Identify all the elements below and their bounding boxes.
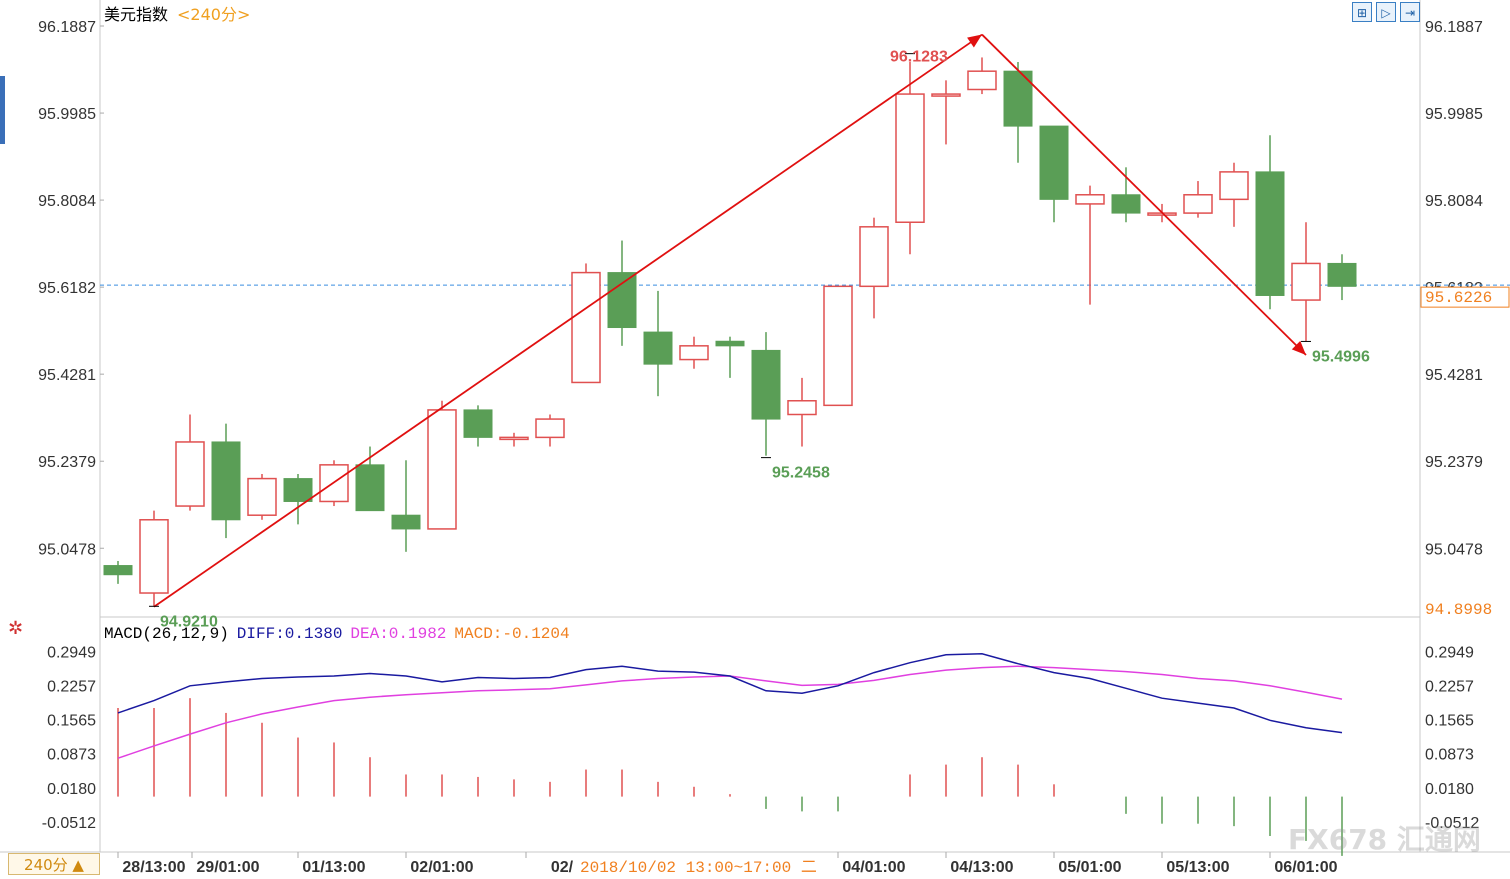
candle-body-up [787, 400, 817, 416]
macd-y-tick-left: 0.0873 [47, 747, 96, 764]
period-label[interactable]: <240分> [177, 5, 251, 24]
candle-body-up [427, 409, 457, 530]
macd-y-tick-right: 0.0873 [1425, 747, 1474, 764]
candle-body-up [1075, 194, 1105, 205]
crosshair-time-label: 2018/10/02 13:00~17:00 二 [580, 859, 817, 875]
y-tick-label-right: 95.2379 [1425, 454, 1483, 471]
candle-body-down [1039, 125, 1069, 200]
last-price-label: 95.6226 [1425, 289, 1492, 307]
x-tick-label: 29/01:00 [196, 859, 259, 875]
x-tick-label: 05/01:00 [1058, 859, 1121, 875]
settings-icon[interactable]: ✲ [8, 618, 24, 639]
extreme-label: 94.9210 [160, 613, 218, 630]
macd-y-tick-left: 0.2257 [47, 679, 96, 696]
candle-body-down [1003, 70, 1033, 127]
candle-body-up [679, 345, 709, 361]
macd-y-tick-right: 0.2257 [1425, 679, 1474, 696]
candle-body-up [967, 70, 997, 91]
candle-body-down [103, 565, 133, 576]
extreme-label: 96.1283 [890, 49, 948, 66]
dea-line [117, 665, 1343, 759]
x-tick-label: 01/13:00 [302, 859, 365, 875]
last-price-box [1420, 286, 1510, 308]
period-tab[interactable]: 240分 ▲ [8, 853, 100, 875]
candle-body-down [1111, 194, 1141, 214]
macd-y-tick-right: 0.0180 [1425, 781, 1474, 798]
y-tick-label-right: 95.0478 [1425, 541, 1483, 558]
candle-body-down [211, 441, 241, 521]
macd-y-tick-left: 0.0180 [47, 781, 96, 798]
x-tick-label: 02/01:00 [410, 859, 473, 875]
candle-body-up [1291, 262, 1321, 301]
macd-y-tick-left: 0.2949 [47, 644, 96, 661]
candle-body-down [643, 331, 673, 365]
candle-body-down [283, 478, 313, 502]
extreme-label: 95.4996 [1312, 348, 1370, 365]
diff-line [117, 653, 1343, 734]
zoom-icon[interactable]: ⊞ [1352, 2, 1372, 22]
macd-y-tick-left: 0.1565 [47, 713, 96, 730]
x-tick-label: 06/01:00 [1274, 859, 1337, 875]
trend-line [153, 33, 983, 608]
macd-y-tick-right: 0.2949 [1425, 644, 1474, 661]
candle-body-down [715, 340, 745, 347]
y-tick-label-left: 96.1887 [38, 19, 96, 36]
candle-body-up [1183, 194, 1213, 214]
x-tick-label: 28/13:00 [122, 859, 185, 875]
candle-body-down [1255, 171, 1285, 296]
watermark-logo: FX678 汇通网 [1288, 823, 1481, 856]
candle-body-up [247, 477, 277, 516]
x-tick-label: 02/ [551, 859, 574, 875]
y-tick-label-left: 95.4281 [38, 367, 96, 384]
candle-body-up [175, 441, 205, 507]
candle-body-up [1219, 171, 1249, 201]
candle-body-down [355, 464, 385, 512]
candle-body-up [499, 436, 529, 441]
y-tick-label-left: 95.9985 [38, 106, 96, 123]
trend-arrowhead [1291, 340, 1306, 355]
macd-header-label: MACD(26,12,9) [104, 625, 229, 643]
y-tick-label-right: 95.8084 [1425, 193, 1483, 210]
candle-body-up [571, 271, 601, 384]
y-tick-label-left: 95.0478 [38, 541, 96, 558]
candle-body-up [931, 93, 961, 97]
extreme-label: 95.2458 [772, 465, 830, 482]
exit-icon[interactable]: ⇥ [1400, 2, 1420, 22]
play-icon[interactable]: ▷ [1376, 2, 1396, 22]
trend-line [981, 33, 1307, 356]
macd-header-label: DEA:0.1982 [350, 625, 446, 643]
y-tick-label-left: 95.8084 [38, 193, 96, 210]
x-tick-label: 05/13:00 [1166, 859, 1229, 875]
candle-body-up [535, 418, 565, 439]
y-tick-label-right: 95.4281 [1425, 367, 1483, 384]
candle-body-down [751, 349, 781, 420]
y-tick-label-right: 95.9985 [1425, 106, 1483, 123]
y-tick-label-right: 96.1887 [1425, 19, 1483, 36]
macd-header-label: DIFF:0.1380 [237, 625, 343, 643]
macd-y-tick-right: 0.1565 [1425, 713, 1474, 730]
candle-body-up [895, 93, 925, 223]
x-tick-label: 04/01:00 [842, 859, 905, 875]
candle-body-down [607, 272, 637, 329]
side-scroll-marker [0, 76, 5, 144]
candle-body-down [1327, 262, 1357, 287]
candle-body-down [463, 409, 493, 438]
macd-header-label: MACD:-0.1204 [454, 625, 569, 643]
candle-body-up [823, 285, 853, 407]
y-min-label: 94.8998 [1425, 601, 1492, 619]
chart-title: 美元指数 [104, 5, 169, 24]
y-tick-label-left: 95.2379 [38, 454, 96, 471]
candle-body-up [859, 226, 889, 288]
macd-y-tick-left: -0.0512 [42, 815, 96, 832]
candle-body-down [391, 514, 421, 530]
trend-arrowhead [967, 34, 982, 48]
candle-body-up [139, 519, 169, 594]
macd-y-tick-right: -0.0512 [1425, 815, 1479, 832]
y-tick-label-left: 95.6182 [38, 280, 96, 297]
x-tick-label: 04/13:00 [950, 859, 1013, 875]
